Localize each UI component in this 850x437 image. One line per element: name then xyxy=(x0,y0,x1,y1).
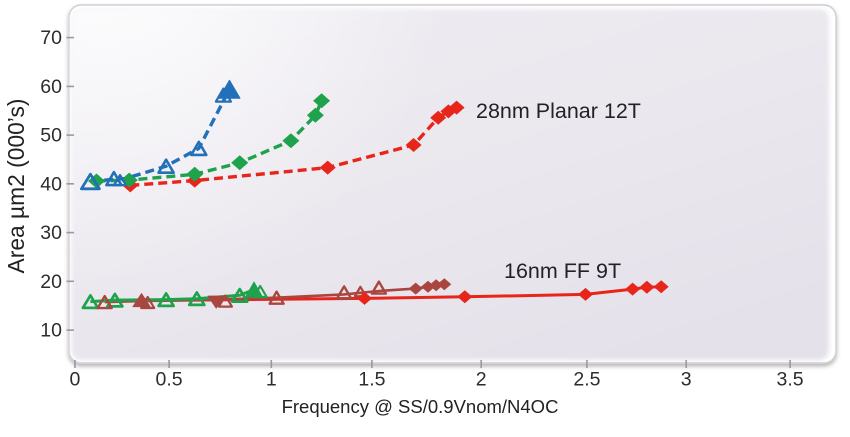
svg-text:70: 70 xyxy=(40,27,62,49)
svg-text:Area µm2 (000’s): Area µm2 (000’s) xyxy=(3,99,29,274)
svg-text:Frequency @ SS/0.9Vnom/N4OC: Frequency @ SS/0.9Vnom/N4OC xyxy=(282,396,559,417)
svg-text:0: 0 xyxy=(69,369,80,391)
svg-text:40: 40 xyxy=(40,173,62,195)
svg-text:50: 50 xyxy=(40,125,62,147)
svg-text:28nm Planar 12T: 28nm Planar 12T xyxy=(476,99,641,123)
svg-text:60: 60 xyxy=(40,76,62,98)
svg-text:30: 30 xyxy=(40,222,62,244)
svg-text:2: 2 xyxy=(476,369,487,391)
svg-text:1.5: 1.5 xyxy=(358,369,385,391)
svg-text:3.5: 3.5 xyxy=(777,369,804,391)
svg-text:1: 1 xyxy=(266,369,277,391)
svg-text:2.5: 2.5 xyxy=(573,369,600,391)
svg-text:0.5: 0.5 xyxy=(156,369,183,391)
svg-text:3: 3 xyxy=(681,369,692,391)
svg-text:10: 10 xyxy=(40,320,62,342)
svg-text:20: 20 xyxy=(40,271,62,293)
svg-text:16nm FF 9T: 16nm FF 9T xyxy=(504,259,621,283)
